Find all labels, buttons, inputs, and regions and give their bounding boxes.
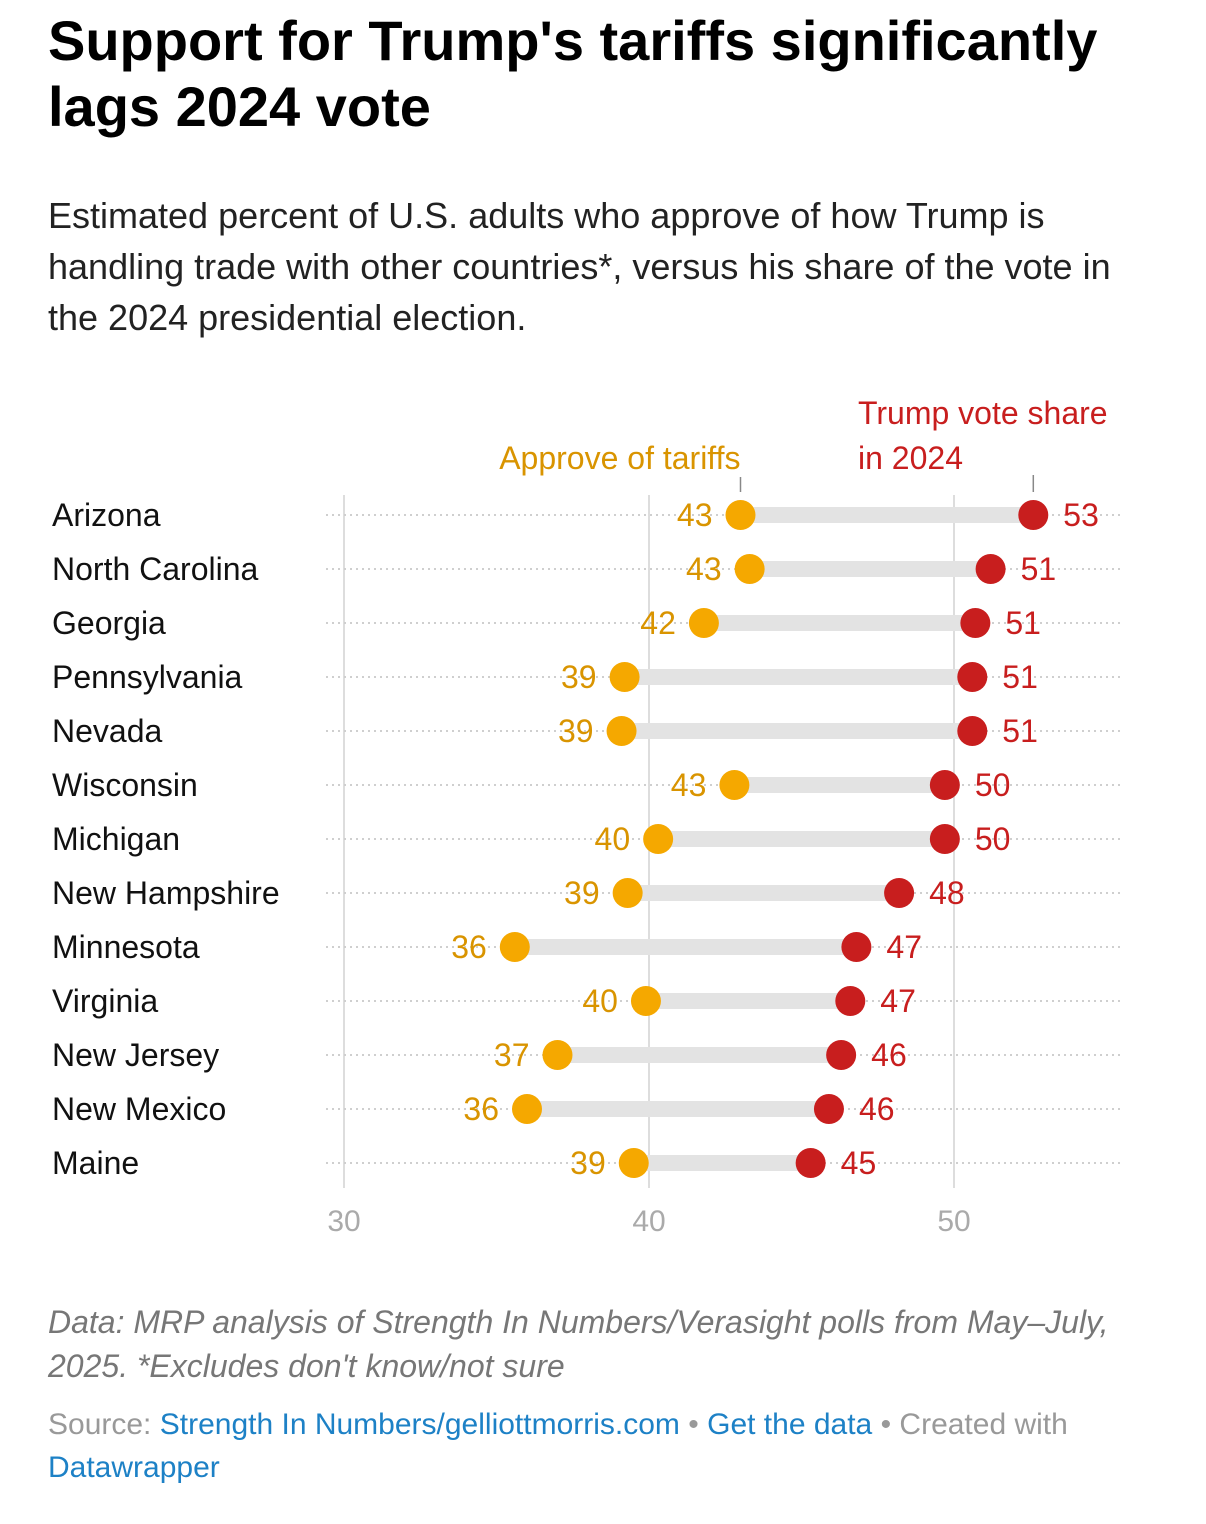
approve-dot	[725, 500, 756, 530]
state-label: New Hampshire	[52, 875, 280, 911]
approve-legend-label: Approve of tariffs	[499, 440, 740, 476]
approve-dot	[618, 1148, 649, 1178]
vote-value-label: 51	[1005, 605, 1041, 641]
approve-dot	[499, 932, 530, 962]
approve-value-label: 40	[595, 821, 631, 857]
approve-value-label: 43	[671, 767, 707, 803]
get-the-data-link[interactable]: Get the data	[707, 1408, 873, 1441]
state-label: Arizona	[52, 497, 161, 533]
approve-dot	[612, 878, 643, 908]
state-label: Minnesota	[52, 929, 200, 965]
vote-dot	[835, 986, 866, 1016]
approve-dot	[719, 770, 750, 800]
state-label: Nevada	[52, 713, 163, 749]
vote-dot	[957, 662, 988, 692]
vote-dot	[841, 932, 872, 962]
source-link[interactable]: Strength In Numbers/gelliottmorris.com	[159, 1408, 680, 1441]
vote-dot	[957, 716, 988, 746]
chart-subtitle: Estimated percent of U.S. adults who app…	[48, 195, 1111, 338]
approve-value-label: 37	[494, 1037, 530, 1073]
vote-value-label: 48	[929, 875, 965, 911]
vote-dot	[975, 554, 1006, 584]
approve-dot	[542, 1040, 573, 1070]
chart-title: Support for Trump's tariffs significantl…	[48, 9, 1098, 138]
approve-value-label: 40	[582, 983, 618, 1019]
vote-value-label: 46	[859, 1091, 895, 1127]
approve-value-label: 36	[463, 1091, 499, 1127]
state-label: North Carolina	[52, 551, 259, 587]
approve-value-label: 39	[558, 713, 594, 749]
x-tick-label: 30	[327, 1205, 360, 1238]
vote-value-label: 51	[1021, 551, 1057, 587]
vote-value-label: 53	[1063, 497, 1099, 533]
approve-value-label: 39	[561, 659, 597, 695]
vote-legend-label: Trump vote share	[858, 395, 1108, 431]
state-label: Michigan	[52, 821, 180, 857]
vote-legend-label: in 2024	[858, 440, 963, 476]
approve-value-label: 39	[570, 1145, 606, 1181]
vote-dot	[929, 824, 960, 854]
approve-value-label: 43	[677, 497, 713, 533]
source-line: Source: Strength In Numbers/gelliottmorr…	[48, 1403, 1168, 1489]
state-label: Wisconsin	[52, 767, 198, 803]
x-tick-label: 40	[632, 1205, 665, 1238]
state-label: Georgia	[52, 605, 166, 641]
created-with-text: • Created with	[872, 1408, 1068, 1441]
source-prefix: Source:	[48, 1408, 160, 1441]
vote-dot	[929, 770, 960, 800]
vote-value-label: 51	[1002, 659, 1038, 695]
vote-dot	[826, 1040, 857, 1070]
approve-value-label: 39	[564, 875, 600, 911]
vote-dot	[813, 1094, 844, 1124]
approve-value-label: 36	[451, 929, 487, 965]
approve-dot	[630, 986, 661, 1016]
approve-value-label: 43	[686, 551, 722, 587]
vote-value-label: 45	[841, 1145, 877, 1181]
state-label: Maine	[52, 1145, 139, 1181]
dot-range-chart: 30 40 50 Arizona 43 53 North Carolina 43 51 Georg…	[52, 395, 1122, 1238]
approve-dot	[609, 662, 640, 692]
state-label: Pennsylvania	[52, 659, 243, 695]
data-notes: Data: MRP analysis of Strength In Number…	[48, 1304, 1109, 1384]
state-label: New Jersey	[52, 1037, 219, 1073]
approve-dot	[734, 554, 765, 584]
vote-dot	[1018, 500, 1049, 530]
vote-value-label: 46	[871, 1037, 907, 1073]
vote-dot	[960, 608, 991, 638]
vote-value-label: 50	[975, 821, 1011, 857]
vote-dot	[795, 1148, 826, 1178]
state-label: Virginia	[52, 983, 158, 1019]
source-separator: •	[679, 1408, 708, 1441]
approve-dot	[606, 716, 637, 746]
datawrapper-link[interactable]: Datawrapper	[48, 1451, 220, 1484]
vote-value-label: 47	[886, 929, 922, 965]
approve-dot	[688, 608, 719, 638]
vote-value-label: 51	[1002, 713, 1038, 749]
vote-value-label: 47	[880, 983, 916, 1019]
vote-value-label: 50	[975, 767, 1011, 803]
vote-dot	[884, 878, 915, 908]
approve-value-label: 42	[640, 605, 676, 641]
approve-dot	[643, 824, 674, 854]
state-label: New Mexico	[52, 1091, 226, 1127]
approve-dot	[512, 1094, 542, 1124]
x-tick-label: 50	[937, 1205, 970, 1238]
